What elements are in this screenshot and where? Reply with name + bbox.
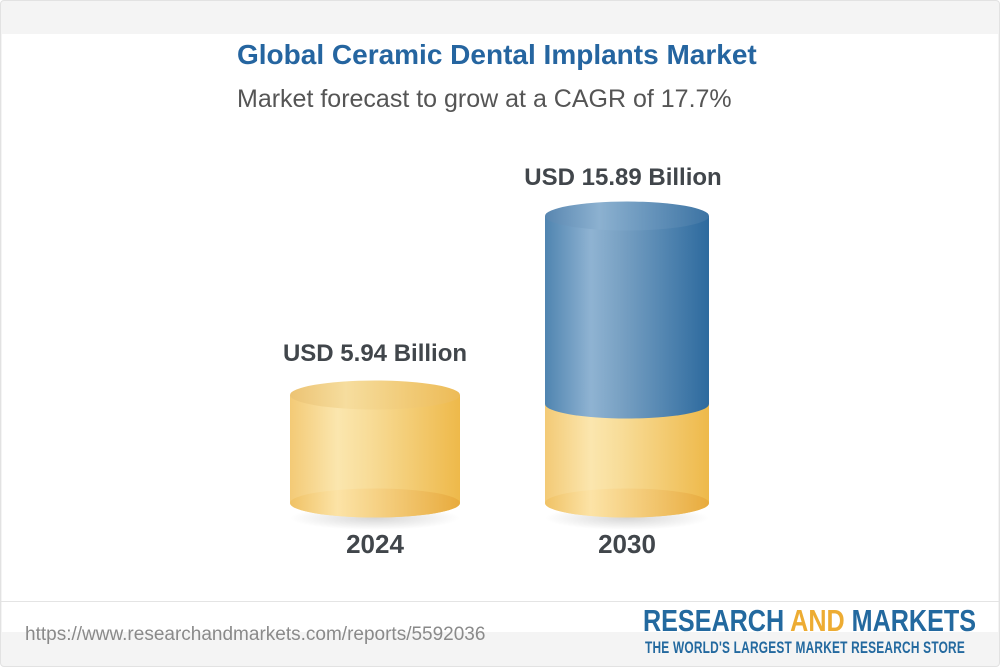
svg-text:RESEARCH AND MARKETS: RESEARCH AND MARKETS	[643, 603, 976, 638]
svg-text:THE WORLD'S LARGEST MARKET RES: THE WORLD'S LARGEST MARKET RESEARCH STOR…	[645, 639, 965, 657]
